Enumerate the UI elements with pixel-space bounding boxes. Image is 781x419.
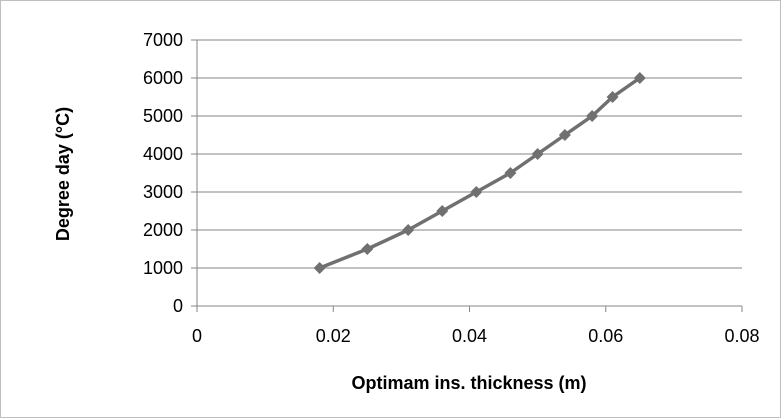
data-point-10 xyxy=(633,72,646,84)
data-point-6 xyxy=(531,148,544,160)
x-tick-label-4: 0.08 xyxy=(724,326,759,346)
y-tick-label-1: 1000 xyxy=(143,258,183,278)
data-point-2 xyxy=(402,224,415,236)
data-point-5 xyxy=(504,167,517,179)
data-point-9 xyxy=(606,91,619,103)
gridlines xyxy=(197,39,742,269)
x-tick-label-3: 0.06 xyxy=(588,326,623,346)
y-tick-label-0: 0 xyxy=(173,296,183,316)
data-point-1 xyxy=(361,243,374,255)
y-tick-label-3: 3000 xyxy=(143,182,183,202)
data-point-0 xyxy=(313,262,326,274)
x-axis-title: Optimam ins. thickness (m) xyxy=(351,373,586,393)
x-tick-label-2: 0.04 xyxy=(452,326,487,346)
y-tick-label-4: 4000 xyxy=(143,144,183,164)
y-tick-label-7: 7000 xyxy=(143,30,183,50)
y-tick-label-2: 2000 xyxy=(143,220,183,240)
data-point-8 xyxy=(586,110,599,122)
y-tick-label-5: 5000 xyxy=(143,106,183,126)
x-tick-label-0: 0 xyxy=(192,326,202,346)
axes xyxy=(191,39,743,312)
x-tick-label-1: 0.02 xyxy=(316,326,351,346)
y-axis-title: Degree day (°C) xyxy=(53,107,73,241)
y-tick-labels: 0 1000 2000 3000 4000 5000 6000 7000 xyxy=(143,30,183,316)
y-tick-label-6: 6000 xyxy=(143,68,183,88)
data-point-3 xyxy=(436,205,449,217)
data-point-4 xyxy=(470,186,483,198)
series-line-0 xyxy=(318,76,641,270)
series-group xyxy=(313,72,646,274)
data-point-7 xyxy=(558,129,571,141)
x-tick-labels: 0 0.02 0.04 0.06 0.08 xyxy=(192,326,760,346)
